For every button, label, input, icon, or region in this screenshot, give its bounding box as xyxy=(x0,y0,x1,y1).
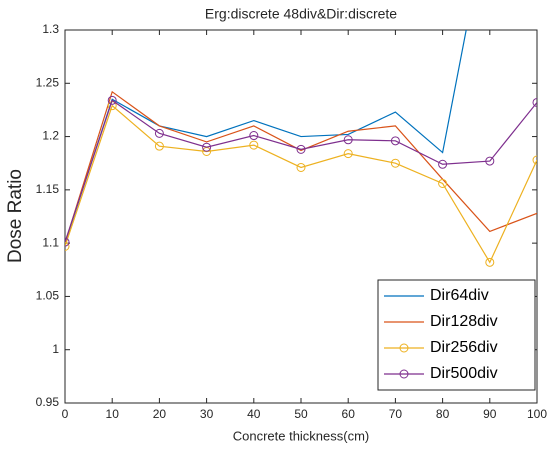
x-tick-label: 50 xyxy=(294,407,308,421)
series-line xyxy=(65,99,537,243)
y-tick-label: 1.3 xyxy=(42,22,59,36)
series-line xyxy=(65,90,537,244)
data-point xyxy=(343,135,353,145)
y-tick-label: 1.1 xyxy=(42,235,59,249)
data-point xyxy=(249,131,259,141)
x-tick-label: 20 xyxy=(153,407,167,421)
legend-box xyxy=(377,279,536,391)
legend-label: Dir256div xyxy=(430,339,498,356)
legend-label: Dir128div xyxy=(430,313,498,330)
data-point xyxy=(249,140,259,150)
data-point xyxy=(296,144,306,154)
data-point xyxy=(532,97,537,107)
x-axis-label: Concrete thickness(cm) xyxy=(233,428,370,443)
data-point xyxy=(202,142,212,152)
data-point xyxy=(154,128,164,138)
legend-label: Dir500div xyxy=(430,365,498,382)
series-line xyxy=(65,104,537,264)
y-tick-label: 1.05 xyxy=(36,289,60,303)
legend-marker xyxy=(399,343,409,353)
x-tick-label: 70 xyxy=(389,407,403,421)
y-tick-label: 1.25 xyxy=(36,75,60,89)
data-point xyxy=(438,178,448,188)
legend-label: Dir64div xyxy=(430,287,489,304)
x-tick-label: 90 xyxy=(483,407,497,421)
data-point xyxy=(296,162,306,172)
data-point xyxy=(485,257,495,267)
data-point xyxy=(65,237,70,247)
x-tick-label: 80 xyxy=(436,407,450,421)
y-tick-label: 1 xyxy=(52,342,59,356)
legend: Dir64div Dir128div Dir256div Dir500div xyxy=(377,279,536,391)
x-tick-label: 0 xyxy=(62,407,69,421)
x-tick-label: 100 xyxy=(527,407,547,421)
data-point xyxy=(154,141,164,151)
series-line xyxy=(65,30,467,244)
y-axis-label: Dose Ratio xyxy=(5,169,26,263)
x-tick-label: 10 xyxy=(106,407,120,421)
y-tick-label: 1.15 xyxy=(36,182,60,196)
data-point xyxy=(438,159,448,169)
data-point xyxy=(532,155,537,165)
data-point xyxy=(343,149,353,159)
x-tick-label: 40 xyxy=(247,407,261,421)
y-tick-label: 0.95 xyxy=(36,395,60,409)
y-tick-label: 1.2 xyxy=(42,129,59,143)
data-point xyxy=(65,241,70,251)
data-point xyxy=(485,156,495,166)
data-point xyxy=(390,136,400,146)
data-point xyxy=(390,158,400,168)
legend-marker xyxy=(399,369,409,379)
data-point xyxy=(107,95,117,105)
x-tick-label: 60 xyxy=(342,407,356,421)
plot-area xyxy=(65,30,537,267)
chart-title: Erg:discrete 48div&Dir:discrete xyxy=(205,6,397,22)
x-tick-label: 30 xyxy=(200,407,214,421)
axes-box xyxy=(64,29,538,404)
